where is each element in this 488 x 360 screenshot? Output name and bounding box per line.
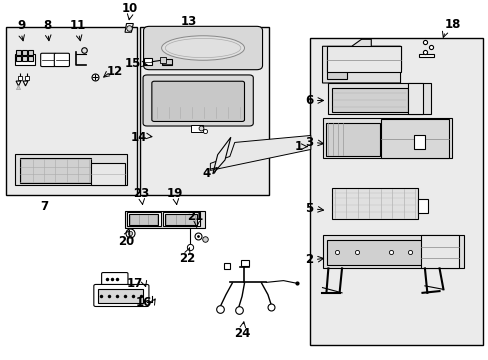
Bar xyxy=(417,199,427,213)
Text: 9: 9 xyxy=(17,19,25,32)
Text: 3: 3 xyxy=(305,136,313,149)
Bar xyxy=(331,88,407,112)
Text: 5: 5 xyxy=(305,202,313,215)
Polygon shape xyxy=(370,46,400,69)
FancyBboxPatch shape xyxy=(41,53,56,67)
Bar xyxy=(15,154,127,185)
Bar xyxy=(5,27,137,195)
Text: 22: 22 xyxy=(179,252,195,265)
FancyBboxPatch shape xyxy=(54,53,69,67)
Text: 7: 7 xyxy=(41,200,48,213)
Bar xyxy=(418,54,433,58)
Bar xyxy=(22,57,27,60)
Text: 14: 14 xyxy=(130,131,147,144)
Bar xyxy=(327,46,400,72)
Text: 13: 13 xyxy=(180,15,196,28)
Bar xyxy=(22,50,27,55)
Bar xyxy=(127,212,160,226)
Text: 17: 17 xyxy=(126,276,143,289)
Polygon shape xyxy=(322,39,400,83)
Text: 10: 10 xyxy=(122,2,138,15)
Text: 16: 16 xyxy=(135,296,152,309)
Bar xyxy=(28,50,33,55)
Text: 15: 15 xyxy=(124,57,141,70)
FancyBboxPatch shape xyxy=(94,284,149,306)
Bar xyxy=(28,57,33,60)
Polygon shape xyxy=(380,119,448,158)
Bar xyxy=(326,122,379,156)
Polygon shape xyxy=(210,135,310,170)
Polygon shape xyxy=(125,23,133,32)
FancyBboxPatch shape xyxy=(152,81,244,121)
Text: 19: 19 xyxy=(167,187,183,200)
Bar xyxy=(310,37,483,345)
Text: 8: 8 xyxy=(43,19,51,32)
Bar xyxy=(241,260,248,266)
Bar xyxy=(413,135,424,149)
Bar xyxy=(322,235,463,268)
Bar xyxy=(331,188,417,219)
Bar xyxy=(15,54,35,66)
Text: 23: 23 xyxy=(133,187,149,200)
Text: 4: 4 xyxy=(202,167,210,180)
Bar xyxy=(164,214,196,225)
FancyBboxPatch shape xyxy=(143,26,262,70)
Polygon shape xyxy=(212,137,230,174)
Polygon shape xyxy=(190,125,203,132)
Bar xyxy=(322,118,451,158)
Text: 24: 24 xyxy=(233,327,250,340)
Text: 2: 2 xyxy=(305,253,313,266)
Bar xyxy=(140,27,268,195)
FancyBboxPatch shape xyxy=(102,273,128,286)
Text: 12: 12 xyxy=(107,65,123,78)
Polygon shape xyxy=(420,235,458,268)
Text: 11: 11 xyxy=(69,19,86,32)
Bar xyxy=(125,211,205,228)
Bar xyxy=(163,212,199,226)
Polygon shape xyxy=(327,50,346,80)
Text: 20: 20 xyxy=(118,235,134,248)
Bar xyxy=(143,58,152,66)
Polygon shape xyxy=(91,163,125,185)
Bar xyxy=(16,57,21,60)
Ellipse shape xyxy=(161,36,244,60)
Bar xyxy=(328,83,430,114)
Bar xyxy=(20,158,91,183)
Text: 21: 21 xyxy=(187,210,203,223)
Bar xyxy=(327,240,424,265)
Bar xyxy=(407,83,422,114)
Bar xyxy=(98,289,143,303)
Bar xyxy=(161,59,172,66)
FancyBboxPatch shape xyxy=(143,75,253,126)
Bar xyxy=(129,214,158,225)
Bar xyxy=(16,50,21,55)
Text: 6: 6 xyxy=(305,94,313,107)
Text: 1: 1 xyxy=(294,140,303,153)
Text: 18: 18 xyxy=(444,18,460,31)
